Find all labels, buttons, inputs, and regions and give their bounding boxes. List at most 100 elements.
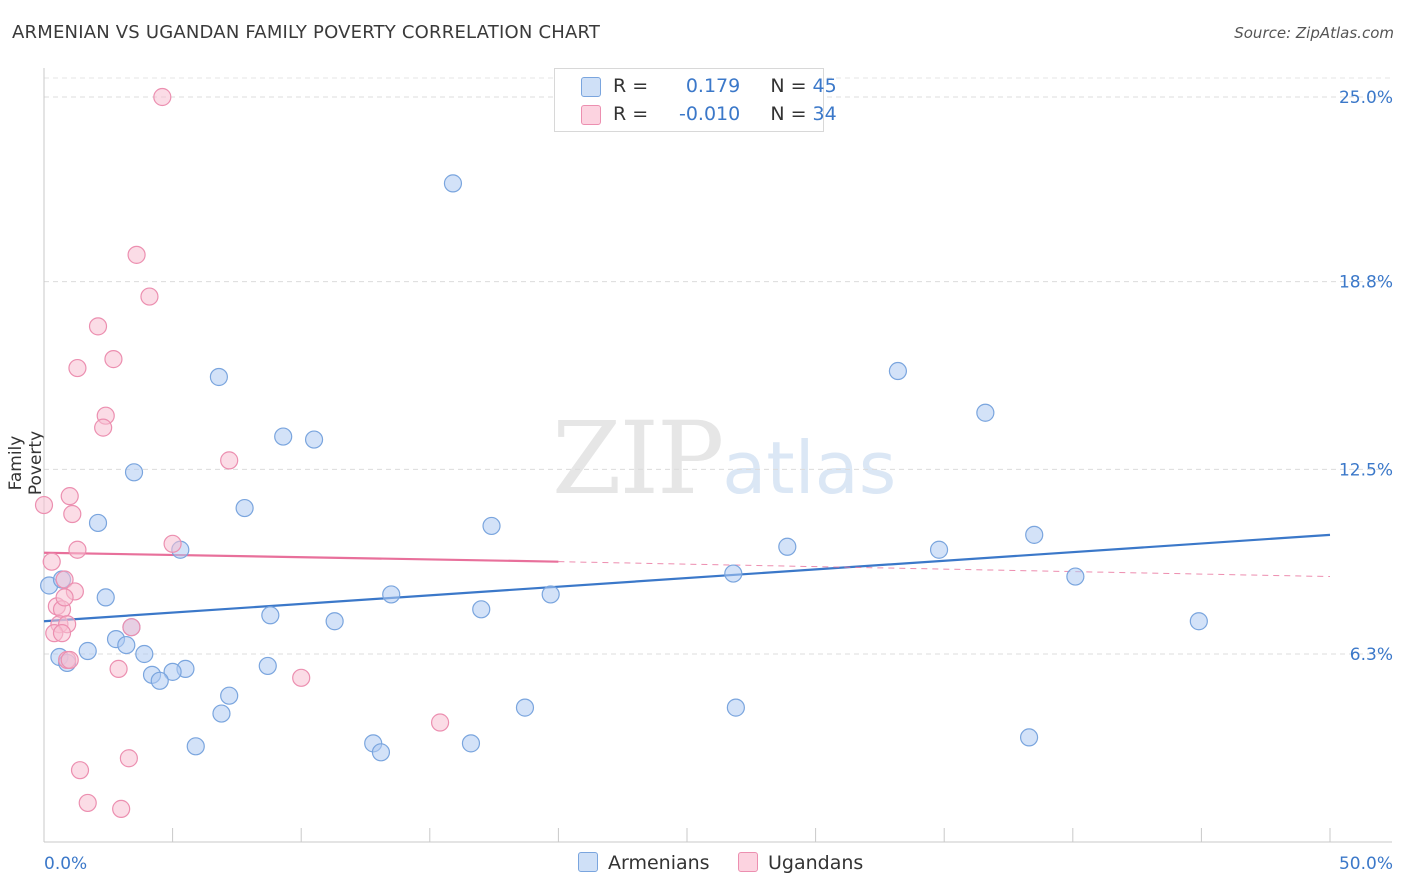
data-point-armenians: [778, 537, 797, 556]
series-legend: Armenians Ugandans: [0, 852, 1406, 878]
data-point-armenians: [274, 427, 293, 446]
trend-line-armenians: [43, 533, 1331, 623]
data-point-ugandans: [55, 588, 74, 607]
data-point-armenians: [304, 430, 324, 449]
watermark-atlas: atlas: [722, 426, 897, 510]
legend-r-label: R =: [613, 75, 649, 97]
data-point-ugandans: [60, 650, 79, 670]
x-tick-label: 0.0%: [44, 854, 87, 874]
correlation-legend: R = 0.179 N = 45 R = -0.010 N = 34: [554, 68, 837, 132]
data-point-armenians: [541, 585, 560, 604]
data-point-armenians: [1019, 728, 1039, 747]
watermark-zip: ZIP: [552, 400, 724, 517]
axes: [43, 68, 1392, 843]
data-point-armenians: [78, 641, 97, 661]
data-point-armenians: [209, 367, 228, 387]
data-point-ugandans: [78, 793, 97, 813]
data-point-armenians: [461, 734, 481, 753]
data-point-ugandans: [153, 87, 172, 107]
data-point-ugandans: [109, 659, 128, 678]
data-point-ugandans: [68, 358, 87, 378]
data-point-armenians: [888, 361, 908, 381]
legend-r-value: -0.010: [678, 103, 741, 125]
x-tick-label: 50.0%: [1339, 854, 1393, 874]
data-point-ugandans: [60, 487, 79, 506]
data-point-armenians: [163, 662, 182, 681]
data-point-armenians: [382, 585, 401, 604]
y-tick-label: 25.0%: [1339, 88, 1393, 108]
data-point-ugandans: [140, 287, 159, 306]
legend-r-label: R =: [613, 103, 649, 125]
data-point-ugandans: [430, 713, 450, 732]
chart-title: ARMENIAN VS UGANDAN FAMILY POVERTY CORRE…: [12, 22, 601, 43]
watermark: ZIPatlas: [552, 400, 896, 517]
data-point-armenians: [124, 463, 144, 482]
legend-swatch-ugandans: [581, 105, 601, 125]
series-label-ugandans: Ugandans: [768, 852, 864, 874]
data-point-armenians: [482, 516, 501, 536]
series-legend-ugandans[interactable]: Ugandans: [738, 852, 863, 874]
data-point-armenians: [258, 656, 277, 676]
legend-n-label: N =: [770, 103, 807, 125]
data-point-armenians: [726, 698, 745, 717]
legend-r-value: 0.179: [685, 75, 741, 97]
series-swatch-ugandans: [738, 852, 758, 872]
data-point-ugandans: [127, 245, 146, 264]
legend-n-value: 34: [812, 103, 837, 125]
data-point-ugandans: [55, 570, 74, 589]
data-point-ugandans: [63, 504, 82, 524]
data-point-armenians: [724, 564, 743, 583]
series-swatch-armenians: [578, 852, 598, 872]
data-point-ugandans: [68, 540, 87, 559]
legend-n-label: N =: [770, 75, 807, 97]
data-point-armenians: [929, 540, 949, 559]
data-point-ugandans: [70, 761, 90, 780]
series-legend-armenians[interactable]: Armenians: [578, 852, 710, 874]
data-point-ugandans: [119, 749, 138, 768]
data-point-ugandans: [42, 552, 61, 571]
data-point-ugandans: [34, 495, 54, 515]
data-point-ugandans: [112, 799, 131, 818]
data-point-armenians: [1066, 567, 1085, 586]
data-point-ugandans: [94, 418, 113, 437]
source-label: Source: ZipAtlas.com: [1234, 24, 1394, 42]
legend-n-value: 45: [812, 75, 837, 97]
y-tick-label: 12.5%: [1339, 460, 1393, 480]
data-point-ugandans: [88, 317, 108, 336]
data-point-armenians: [371, 743, 391, 762]
data-point-armenians: [976, 403, 995, 422]
data-point-ugandans: [292, 668, 311, 687]
data-point-armenians: [88, 513, 108, 533]
trend-line-dashed-ugandans: [558, 561, 1331, 578]
data-point-armenians: [135, 644, 154, 664]
grid-lines: [44, 77, 1392, 655]
data-point-armenians: [325, 612, 344, 631]
tick-labels: 6.3% 12.5% 18.8% 25.0% 0.0% 50.0%: [44, 88, 1393, 874]
trend-line-ugandans: [43, 551, 559, 563]
data-point-ugandans: [220, 451, 239, 470]
data-point-armenians: [220, 686, 239, 705]
data-point-armenians: [261, 606, 280, 625]
data-point-ugandans: [104, 350, 123, 369]
data-point-ugandans: [122, 618, 141, 637]
data-point-armenians: [443, 174, 463, 193]
data-point-armenians: [515, 698, 535, 717]
data-point-armenians: [150, 671, 169, 690]
legend-swatch-armenians: [581, 77, 601, 97]
data-point-armenians: [117, 635, 136, 655]
data-point-armenians: [186, 737, 205, 756]
data-point-armenians: [96, 588, 115, 607]
series-label-armenians: Armenians: [608, 852, 710, 874]
data-point-armenians: [235, 498, 254, 518]
y-tick-label: 18.8%: [1339, 273, 1393, 293]
data-point-armenians: [1025, 525, 1044, 544]
data-points: [34, 87, 1208, 818]
data-point-ugandans: [52, 624, 72, 643]
data-point-armenians: [472, 600, 491, 619]
data-point-ugandans: [163, 534, 182, 553]
y-tick-label: 6.3%: [1350, 645, 1393, 665]
data-point-armenians: [1189, 612, 1208, 631]
trend-lines: [43, 533, 1331, 623]
data-point-armenians: [212, 704, 231, 723]
